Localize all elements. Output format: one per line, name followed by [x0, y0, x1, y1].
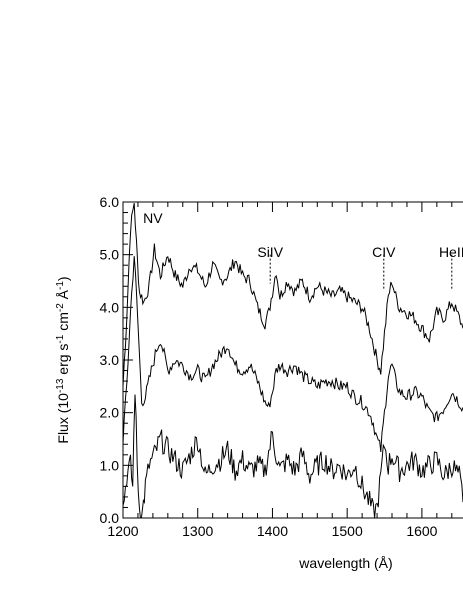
y-tick-label: 0.0 — [100, 510, 120, 526]
spectrum-series-1 — [122, 203, 463, 387]
x-tick-label: 1500 — [332, 523, 363, 539]
y-tick-label: 6.0 — [100, 194, 120, 210]
y-tick-label: 2.0 — [100, 405, 120, 421]
annotation-layer: NV SiIV CIV HeII — [143, 210, 463, 289]
x-tick-label: 1300 — [182, 523, 213, 539]
line-label: SiIV — [257, 244, 283, 260]
x-tick-label: 1200 — [107, 523, 138, 539]
series-layer — [122, 203, 463, 519]
y-tick-label: 5.0 — [100, 247, 120, 263]
x-axis-label: wavelength (Å) — [298, 555, 392, 571]
x-tick-label: 1600 — [406, 523, 437, 539]
spectrum-series-2 — [122, 256, 463, 453]
line-label: HeII — [439, 244, 463, 260]
spectrum-series-3 — [122, 394, 463, 519]
y-tick-label: 1.0 — [100, 457, 120, 473]
y-tick-label: 3.0 — [100, 352, 120, 368]
y-tick-label: 4.0 — [100, 299, 120, 315]
x-tick-label: 1400 — [257, 523, 288, 539]
line-label: NV — [143, 210, 163, 226]
axes-layer: 1200 1300 1400 1500 1600 0.0 1.0 2.0 3.0 4.0 5.0 6.… — [100, 194, 463, 539]
line-label: CIV — [372, 244, 396, 260]
y-axis-label: Flux (10-13 erg s-1 cm-2 Å-1) — [55, 276, 72, 443]
